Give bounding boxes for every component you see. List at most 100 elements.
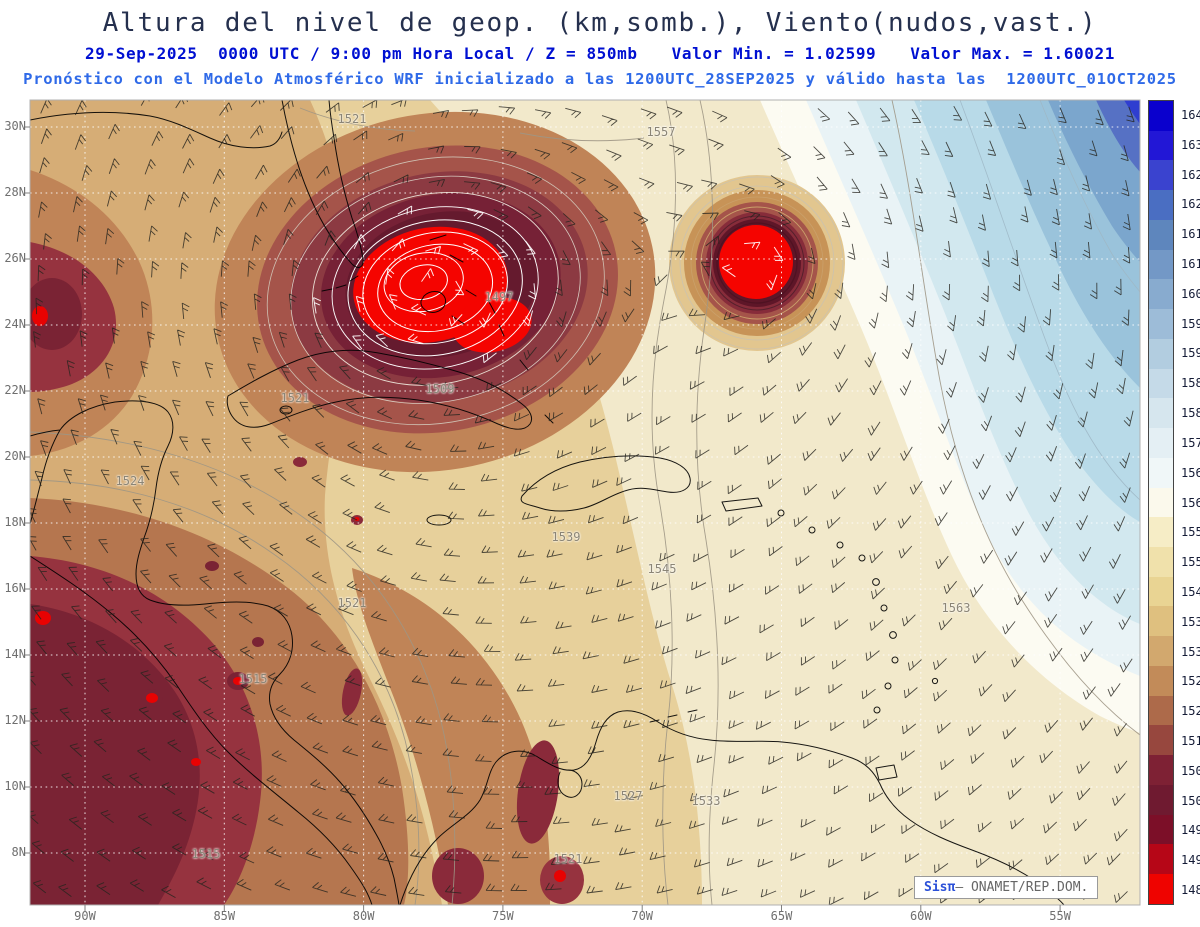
colorbar-swatch xyxy=(1149,457,1173,488)
colorbar-swatch xyxy=(1149,636,1173,666)
colorbar-swatch xyxy=(1149,368,1173,399)
colorbar-swatch xyxy=(1149,279,1173,310)
colorbar-value: 1539 xyxy=(1181,614,1200,629)
colorbar-value: 1629 xyxy=(1181,167,1200,182)
colorbar-value: 1527 xyxy=(1181,674,1200,689)
chart-title: Altura del nivel de geop. (km,somb.), Vi… xyxy=(102,8,1098,38)
colorbar-value: 1557 xyxy=(1181,525,1200,540)
colorbar-swatch xyxy=(1149,249,1173,280)
colorbar-swatch xyxy=(1149,309,1173,339)
watermark-brand: Sisπ xyxy=(924,880,956,895)
lat-tick-label: 28N xyxy=(4,185,26,199)
lon-tick-label: 70W xyxy=(631,909,654,923)
colorbar-value: 1533 xyxy=(1181,644,1200,659)
colorbar-swatches xyxy=(1148,100,1174,905)
lat-tick-label: 8N xyxy=(11,845,26,859)
lon-tick-label: 90W xyxy=(74,909,96,923)
colorbar-swatch xyxy=(1149,398,1173,429)
contour-label: 1515 xyxy=(191,847,221,861)
lat-tick-label: 18N xyxy=(4,515,26,529)
lat-tick-label: 16N xyxy=(4,581,26,595)
colorbar-swatch xyxy=(1149,725,1173,756)
contour-label: 1509 xyxy=(425,382,455,396)
colorbar-value: 1509 xyxy=(1181,763,1200,778)
contour-label: 1497 xyxy=(484,290,514,304)
colorbar-swatch xyxy=(1149,784,1173,815)
colorbar-value: 1593 xyxy=(1181,346,1200,361)
colorbar-swatch xyxy=(1149,130,1173,161)
contour-label: 1521 xyxy=(337,112,367,126)
lat-tick-label: 30N xyxy=(4,119,26,133)
lat-tick-label: 22N xyxy=(4,383,26,397)
colorbar-swatch xyxy=(1149,576,1173,607)
colorbar-value: 1599 xyxy=(1181,316,1200,331)
colorbar-value: 1563 xyxy=(1181,495,1200,510)
colorbar-swatch xyxy=(1149,606,1173,637)
colorbar-value: 1569 xyxy=(1181,465,1200,480)
contour-label: 1533 xyxy=(691,794,721,808)
colorbar-swatch xyxy=(1149,338,1173,369)
map-layers xyxy=(30,100,1140,905)
lat-tick-label: 14N xyxy=(4,647,26,661)
colorbar-value: 1605 xyxy=(1181,286,1200,301)
lat-tick-label: 20N xyxy=(4,449,26,463)
contour-label: 1521 xyxy=(553,852,583,866)
lat-tick-label: 26N xyxy=(4,251,26,265)
colorbar-value: 1575 xyxy=(1181,435,1200,450)
colorbar-value: 1515 xyxy=(1181,734,1200,749)
colorbar-swatch xyxy=(1149,814,1173,845)
colorbar-swatch xyxy=(1149,844,1173,875)
contour-label: 1539 xyxy=(551,530,581,544)
colorbar-swatch xyxy=(1149,695,1173,726)
colorbar-swatch xyxy=(1149,487,1173,518)
value-max: Valor Max. = 1.60021 xyxy=(910,44,1115,63)
contour-label: 1521 xyxy=(337,596,367,610)
contour-label: 1557 xyxy=(646,125,676,139)
colorbar-swatch xyxy=(1149,517,1173,548)
contour-label: 1563 xyxy=(941,601,971,615)
colorbar-value: 1587 xyxy=(1181,376,1200,391)
colorbar-value: 1503 xyxy=(1181,793,1200,808)
model-info: Pronóstico con el Modelo Atmosférico WRF… xyxy=(23,70,1177,88)
colorbar-value: 1617 xyxy=(1181,227,1200,242)
colorbar-swatch xyxy=(1149,755,1173,785)
watermark: Sisπ— ONAMET/REP.DOM. xyxy=(914,876,1099,899)
colorbar-value: 1521 xyxy=(1181,704,1200,719)
contour-label: 1524 xyxy=(115,474,145,488)
colorbar-value: 1545 xyxy=(1181,584,1200,599)
lon-tick-label: 80W xyxy=(352,909,375,923)
colorbar-swatch xyxy=(1149,665,1173,696)
colorbar-swatch xyxy=(1149,190,1173,220)
chart-subtitle: 29-Sep-2025 0000 UTC / 9:00 pm Hora Loca… xyxy=(0,44,1200,63)
colorbar-value: 1497 xyxy=(1181,823,1200,838)
lon-tick-label: 85W xyxy=(213,909,236,923)
lon-tick-label: 55W xyxy=(1049,909,1071,923)
contour-label: 1527 xyxy=(613,789,643,803)
lat-tick-label: 12N xyxy=(4,713,26,727)
watermark-org: — ONAMET/REP.DOM. xyxy=(955,880,1089,895)
colorbar-swatch xyxy=(1149,101,1173,131)
lat-tick-label: 24N xyxy=(4,317,26,331)
contour-label: 1521 xyxy=(280,391,310,405)
lon-tick-label: 60W xyxy=(909,909,932,923)
contour-label: 1515 xyxy=(238,672,268,686)
colorbar-swatch xyxy=(1149,428,1173,458)
colorbar-value: 1485 xyxy=(1181,883,1200,898)
lon-tick-label: 75W xyxy=(492,909,514,923)
colorbar-swatch xyxy=(1149,219,1173,250)
value-min: Valor Min. = 1.02599 xyxy=(671,44,877,63)
colorbar-swatch xyxy=(1149,547,1173,577)
lat-tick-label: 10N xyxy=(4,779,26,793)
colorbar-value: 1623 xyxy=(1181,197,1200,212)
valid-time: 29-Sep-2025 0000 UTC / 9:00 pm Hora Loca… xyxy=(85,44,638,63)
colorbar-swatch xyxy=(1149,160,1173,191)
colorbar-value: 1635 xyxy=(1181,137,1200,152)
